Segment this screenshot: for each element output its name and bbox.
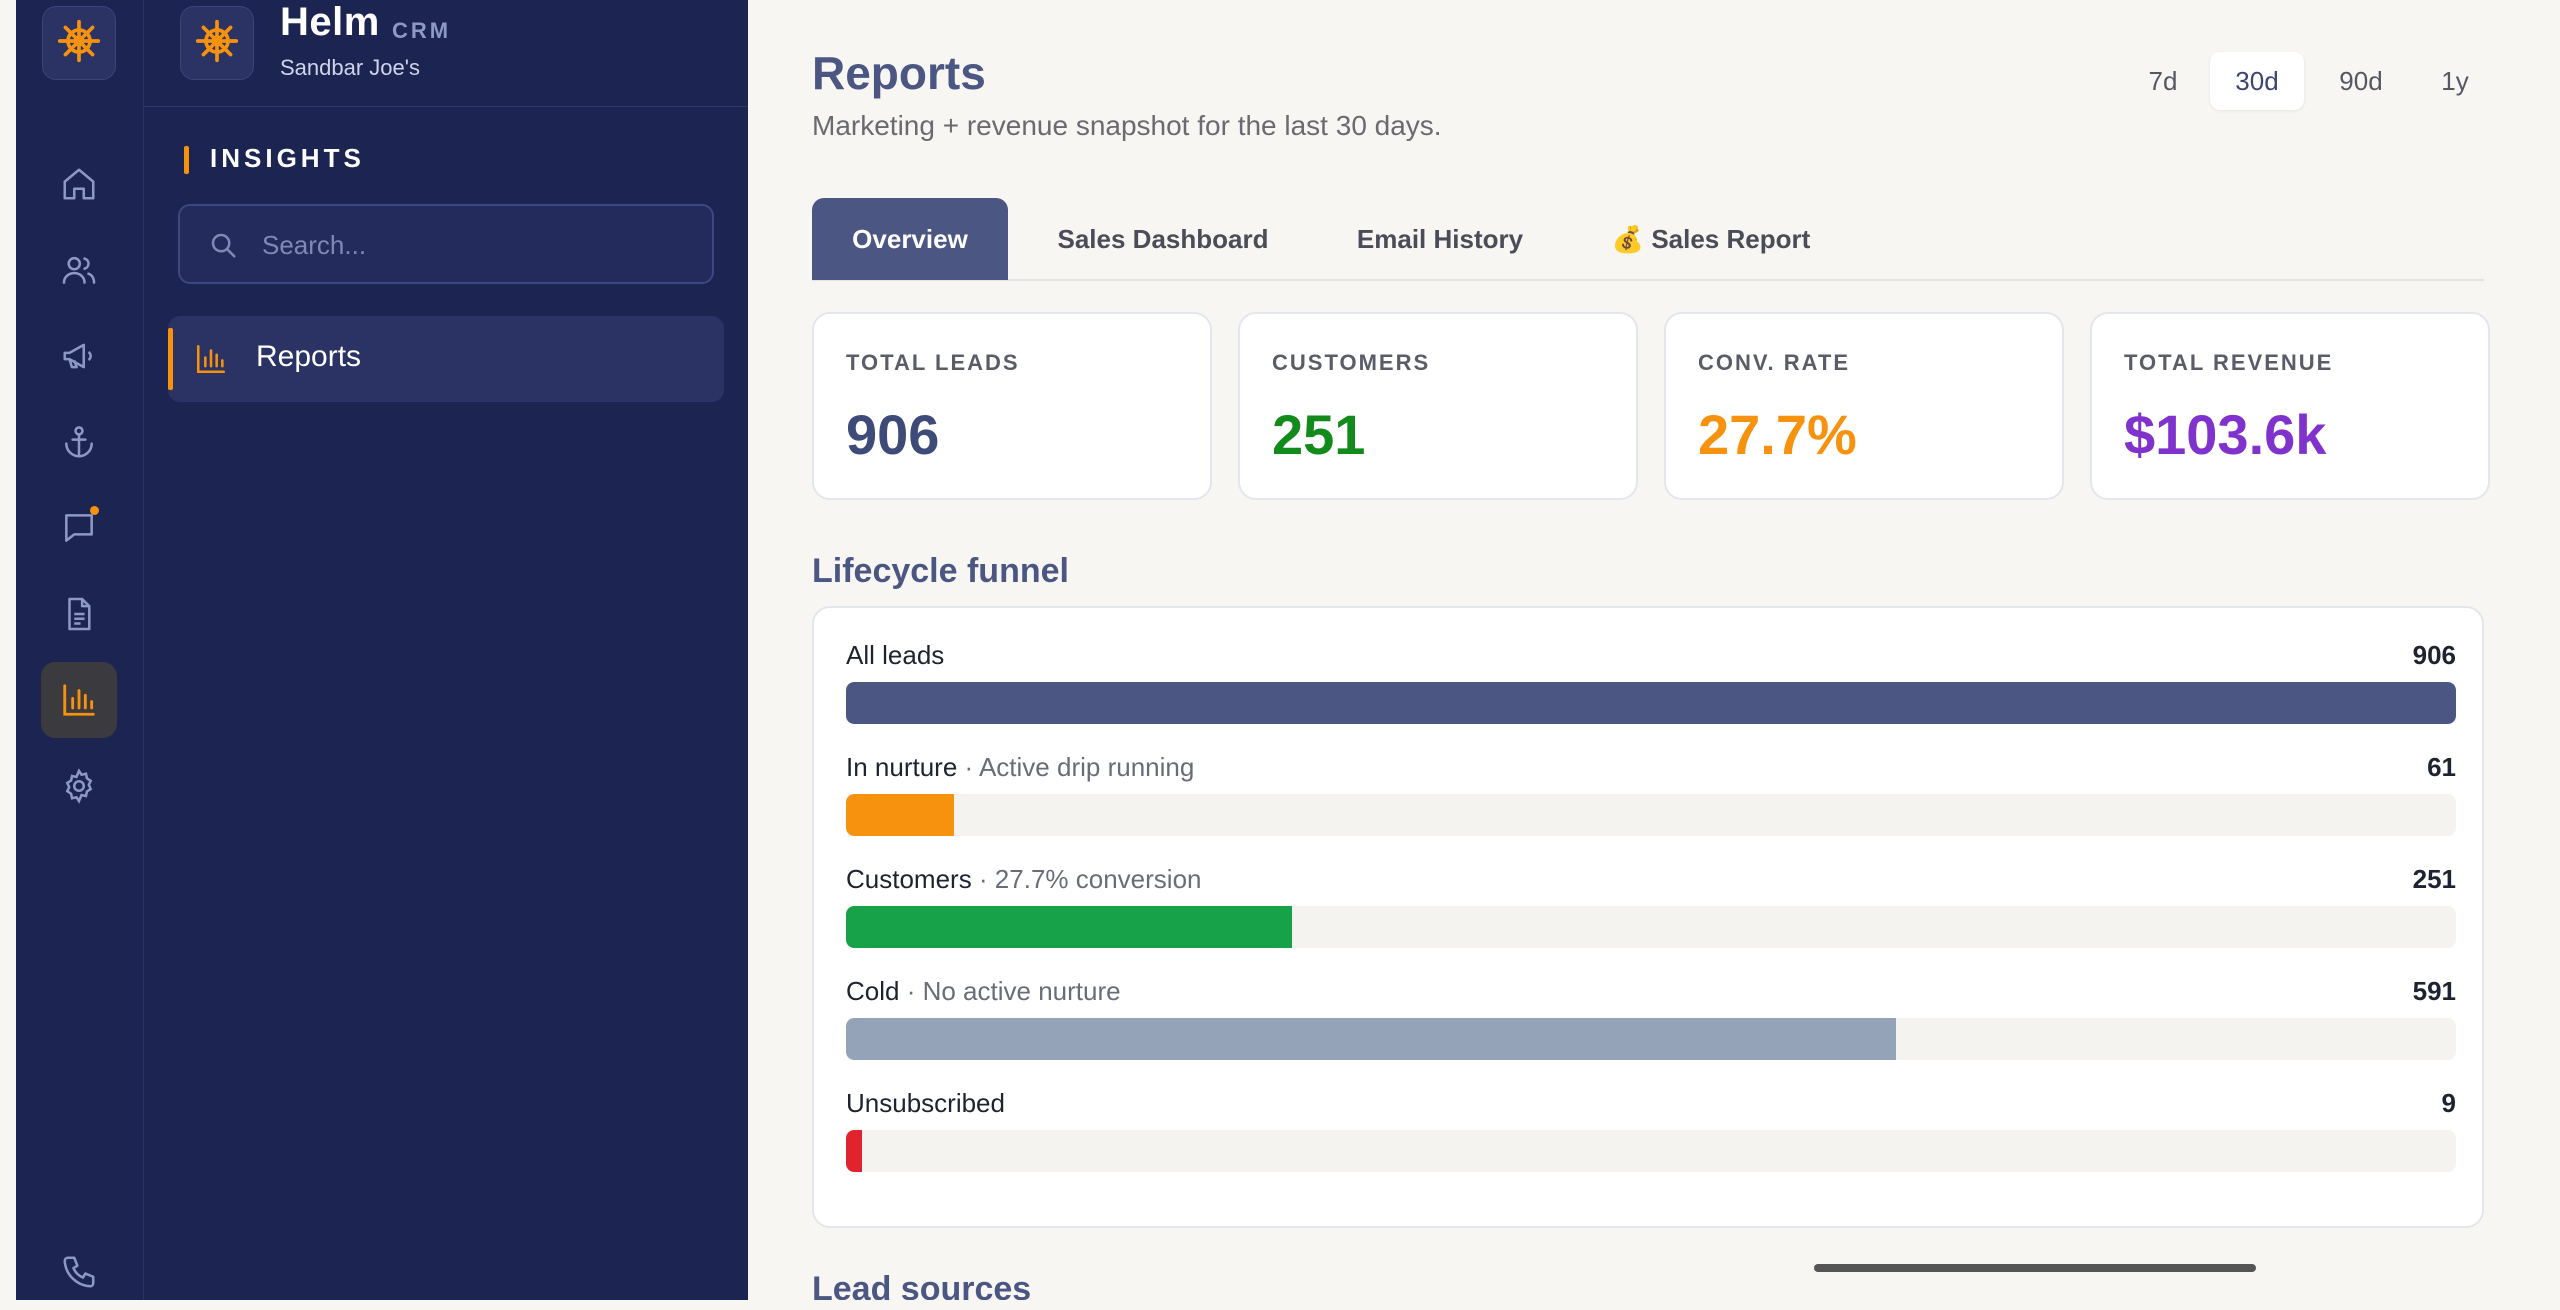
tab-sales-report[interactable]: 💰 Sales Report (1611, 223, 1811, 254)
rail-marina-button[interactable] (41, 404, 117, 480)
kpi-card-total-revenue: TOTAL REVENUE $103.6k (2090, 312, 2490, 500)
rail-contacts-button[interactable] (41, 232, 117, 308)
rail-campaigns-button[interactable] (41, 318, 117, 394)
rail-messages-button[interactable] (41, 490, 117, 566)
home-icon (63, 168, 95, 200)
kpi-card-customers: CUSTOMERS 251 (1238, 312, 1638, 500)
app-logo[interactable] (42, 6, 116, 80)
funnel-row-in-nurture: In nurture · Active drip running 61 (846, 752, 2456, 852)
funnel-count: 61 (2427, 752, 2456, 782)
page-title: Reports (812, 47, 986, 99)
section-accent (184, 146, 189, 174)
funnel-label: Cold (846, 976, 900, 1006)
tabs-underline (812, 279, 2484, 281)
kpi-card-total-leads: TOTAL LEADS 906 (812, 312, 1212, 500)
funnel-bar (846, 794, 955, 836)
kpi-value: 251 (1272, 403, 1366, 466)
funnel-count: 591 (2412, 976, 2456, 1006)
sidebar-item-label: Reports (256, 340, 362, 373)
search-input[interactable] (260, 222, 694, 268)
megaphone-icon (63, 343, 92, 369)
tab-overview[interactable]: Overview (812, 198, 1008, 280)
ship-wheel-icon (57, 19, 101, 68)
bar-chart-icon (63, 684, 95, 716)
gear-icon (65, 768, 93, 804)
business-name: Sandbar Joe's (280, 55, 420, 80)
tab-email-history[interactable]: Email History (1356, 223, 1524, 254)
funnel-title: Lifecycle funnel (812, 552, 1069, 590)
icon-rail (16, 0, 144, 1300)
kpi-label: CUSTOMERS (1272, 350, 1431, 375)
range-7d-button[interactable]: 7d (2148, 65, 2178, 96)
funnel-track (846, 906, 2456, 948)
funnel-bar (846, 1130, 863, 1172)
funnel-track (846, 682, 2456, 724)
document-icon (68, 597, 91, 631)
kpi-value: 27.7% (1698, 403, 1857, 466)
funnel-note: · No active nurture (899, 976, 1121, 1006)
funnel-count: 9 (2441, 1088, 2456, 1118)
funnel-row-cold: Cold · No active nurture 591 (846, 976, 2456, 1076)
funnel-row-all-leads: All leads 906 (846, 640, 2456, 740)
rail-documents-button[interactable] (41, 576, 117, 652)
funnel-bar (846, 906, 1293, 948)
kpi-value: $103.6k (2124, 403, 2327, 466)
search-icon (211, 233, 236, 258)
kpi-value: 906 (846, 403, 940, 466)
kpi-label: CONV. RATE (1698, 350, 1851, 375)
page-subtitle: Marketing + revenue snapshot for the las… (812, 110, 1442, 141)
rail-phone-button[interactable] (41, 1234, 117, 1310)
range-90d-button[interactable]: 90d (2339, 65, 2383, 96)
anchor-icon (65, 426, 93, 458)
lifecycle-funnel-card: All leads 906 In nurture · Active drip r… (812, 606, 2484, 1228)
kpi-label: TOTAL LEADS (846, 350, 1020, 375)
funnel-count: 906 (2412, 640, 2456, 670)
funnel-label: All leads (846, 640, 945, 670)
sidebar-item-reports[interactable]: Reports (168, 316, 724, 402)
active-indicator (168, 328, 173, 390)
bar-chart-icon (196, 344, 226, 374)
ship-wheel-icon (195, 19, 239, 68)
users-icon (62, 256, 96, 284)
divider (144, 106, 748, 107)
funnel-bar (846, 1018, 1897, 1060)
funnel-row-customers: Customers · 27.7% conversion 251 (846, 864, 2456, 964)
funnel-track (846, 1130, 2456, 1172)
main-content: Reports Marketing + revenue snapshot for… (748, 0, 2560, 1300)
notification-dot (90, 506, 99, 515)
brand-logo (180, 6, 254, 80)
rail-home-button[interactable] (41, 146, 117, 222)
kpi-label: TOTAL REVENUE (2124, 350, 2334, 375)
app-tag: CRM (392, 18, 452, 43)
rail-settings-button[interactable] (41, 748, 117, 824)
funnel-track (846, 1018, 2456, 1060)
scroll-handle[interactable] (1814, 1264, 2256, 1272)
lead-sources-title: Lead sources (812, 1270, 1032, 1300)
funnel-note: · 27.7% conversion (971, 864, 1202, 894)
range-1y-button[interactable]: 1y (2441, 65, 2469, 96)
funnel-note: · Active drip running (957, 752, 1195, 782)
funnel-label: Unsubscribed (846, 1088, 1005, 1118)
chat-icon (65, 514, 93, 542)
app-name: Helm (280, 0, 380, 44)
kpi-card-conversion-rate: CONV. RATE 27.7% (1664, 312, 2064, 500)
funnel-track (846, 794, 2456, 836)
funnel-label: Customers (846, 864, 972, 894)
tab-sales-dashboard[interactable]: Sales Dashboard (1057, 223, 1269, 254)
funnel-bar (846, 682, 2456, 724)
phone-icon (63, 1256, 95, 1288)
funnel-row-unsubscribed: Unsubscribed 9 (846, 1088, 2456, 1188)
section-label: INSIGHTS (210, 143, 365, 173)
funnel-count: 251 (2412, 864, 2456, 894)
search-box (178, 204, 714, 284)
window-edge (0, 0, 16, 1300)
sidebar-panel: Helm CRM Sandbar Joe's INSIGHTS Reports (144, 0, 748, 1300)
range-30d-button[interactable]: 30d (2210, 52, 2304, 110)
rail-reports-button[interactable] (41, 662, 117, 738)
funnel-label: In nurture (846, 752, 958, 782)
